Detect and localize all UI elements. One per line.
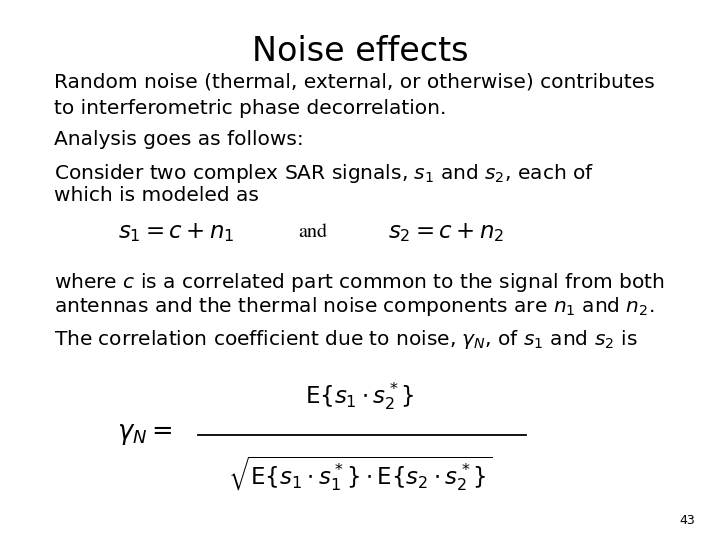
Text: Noise effects: Noise effects [252,35,468,68]
Text: and: and [299,224,328,241]
Text: Analysis goes as follows:: Analysis goes as follows: [54,130,304,148]
Text: antennas and the thermal noise components are $n_1$ and $n_2$.: antennas and the thermal noise component… [54,295,654,319]
Text: Consider two complex SAR signals, $s_1$ and $s_2$, each of: Consider two complex SAR signals, $s_1$ … [54,162,594,185]
Text: where $c$ is a correlated part common to the signal from both: where $c$ is a correlated part common to… [54,271,665,294]
Text: The correlation coefficient due to noise, $\gamma_N$, of $s_1$ and $s_2$ is: The correlation coefficient due to noise… [54,328,638,351]
Text: $\mathrm{E}\{s_1 \cdot s_2^*\}$: $\mathrm{E}\{s_1 \cdot s_2^*\}$ [305,380,415,411]
Text: $\gamma_N =$: $\gamma_N =$ [117,422,173,447]
Text: 43: 43 [679,514,695,526]
Text: Random noise (thermal, external, or otherwise) contributes
to interferometric ph: Random noise (thermal, external, or othe… [54,73,654,118]
Text: $\sqrt{\mathrm{E}\{s_1 \cdot s_1^*\} \cdot \mathrm{E}\{s_2 \cdot s_2^*\}}$: $\sqrt{\mathrm{E}\{s_1 \cdot s_1^*\} \cd… [228,454,492,493]
Text: $s_2 = c + n_2$: $s_2 = c + n_2$ [388,221,505,244]
Text: which is modeled as: which is modeled as [54,186,259,205]
Text: $s_1 = c + n_1$: $s_1 = c + n_1$ [118,221,235,244]
